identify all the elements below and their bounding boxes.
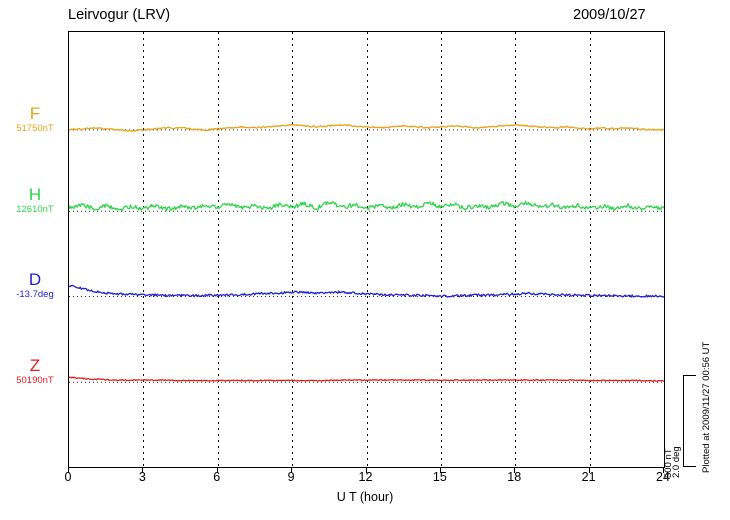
- x-tick-mark: [365, 467, 367, 473]
- channel-label-z: Z 50190nT: [6, 357, 64, 387]
- channel-baseline-value: 50190nT: [16, 375, 54, 387]
- channel-baseline-value: 12610nT: [16, 204, 54, 216]
- x-tick-label: 24: [656, 470, 670, 484]
- x-tick-label: 0: [64, 470, 72, 484]
- plotted-at-label: Plotted at 2009/11/27 00:56 UT: [701, 341, 712, 473]
- scale-bar-deg-label: 2.0 deg: [671, 446, 682, 478]
- data-traces: [69, 123, 664, 383]
- channel-label-h: H 12610nT: [6, 186, 64, 216]
- scale-bar: 500 nT 2.0 deg: [663, 375, 696, 478]
- x-tick-label: 6: [213, 470, 221, 484]
- plot-inner: [69, 32, 664, 467]
- plot-area: [68, 31, 665, 468]
- observation-date: 2009/10/27: [573, 7, 646, 23]
- channel-letter: H: [28, 185, 42, 205]
- scale-bar-top-tick: [683, 375, 696, 376]
- x-tick-label: 21: [581, 470, 596, 484]
- channel-label-f: F 51750nT: [6, 103, 64, 135]
- x-tick-mark: [291, 467, 293, 473]
- x-tick-mark: [216, 467, 218, 473]
- x-tick-mark: [439, 467, 441, 473]
- x-tick-mark: [514, 467, 516, 473]
- x-axis-title: U T (hour): [336, 490, 394, 504]
- channel-letter: F: [29, 103, 41, 123]
- page-title: Leirvogur (LRV): [68, 7, 171, 23]
- x-tick-label: 18: [507, 470, 522, 484]
- grid-lines: [143, 32, 591, 467]
- x-tick-label: 9: [287, 470, 295, 484]
- x-tick-label: 3: [138, 470, 146, 484]
- x-tick-mark: [663, 467, 664, 473]
- channel-letter: D: [28, 270, 42, 290]
- x-tick-mark: [142, 467, 144, 473]
- scale-bar-bottom-tick: [683, 466, 696, 467]
- channel-baseline-value: -13.7deg: [16, 289, 54, 301]
- x-tick-label: 15: [432, 470, 447, 484]
- scale-bar-line: [683, 375, 684, 467]
- x-tick-label: 12: [358, 470, 373, 484]
- channel-label-d: D -13.7deg: [6, 271, 64, 301]
- x-tick-mark: [68, 467, 69, 473]
- x-tick-mark: [588, 467, 590, 473]
- channel-baseline-value: 51750nT: [16, 122, 54, 134]
- channel-letter: Z: [29, 356, 41, 376]
